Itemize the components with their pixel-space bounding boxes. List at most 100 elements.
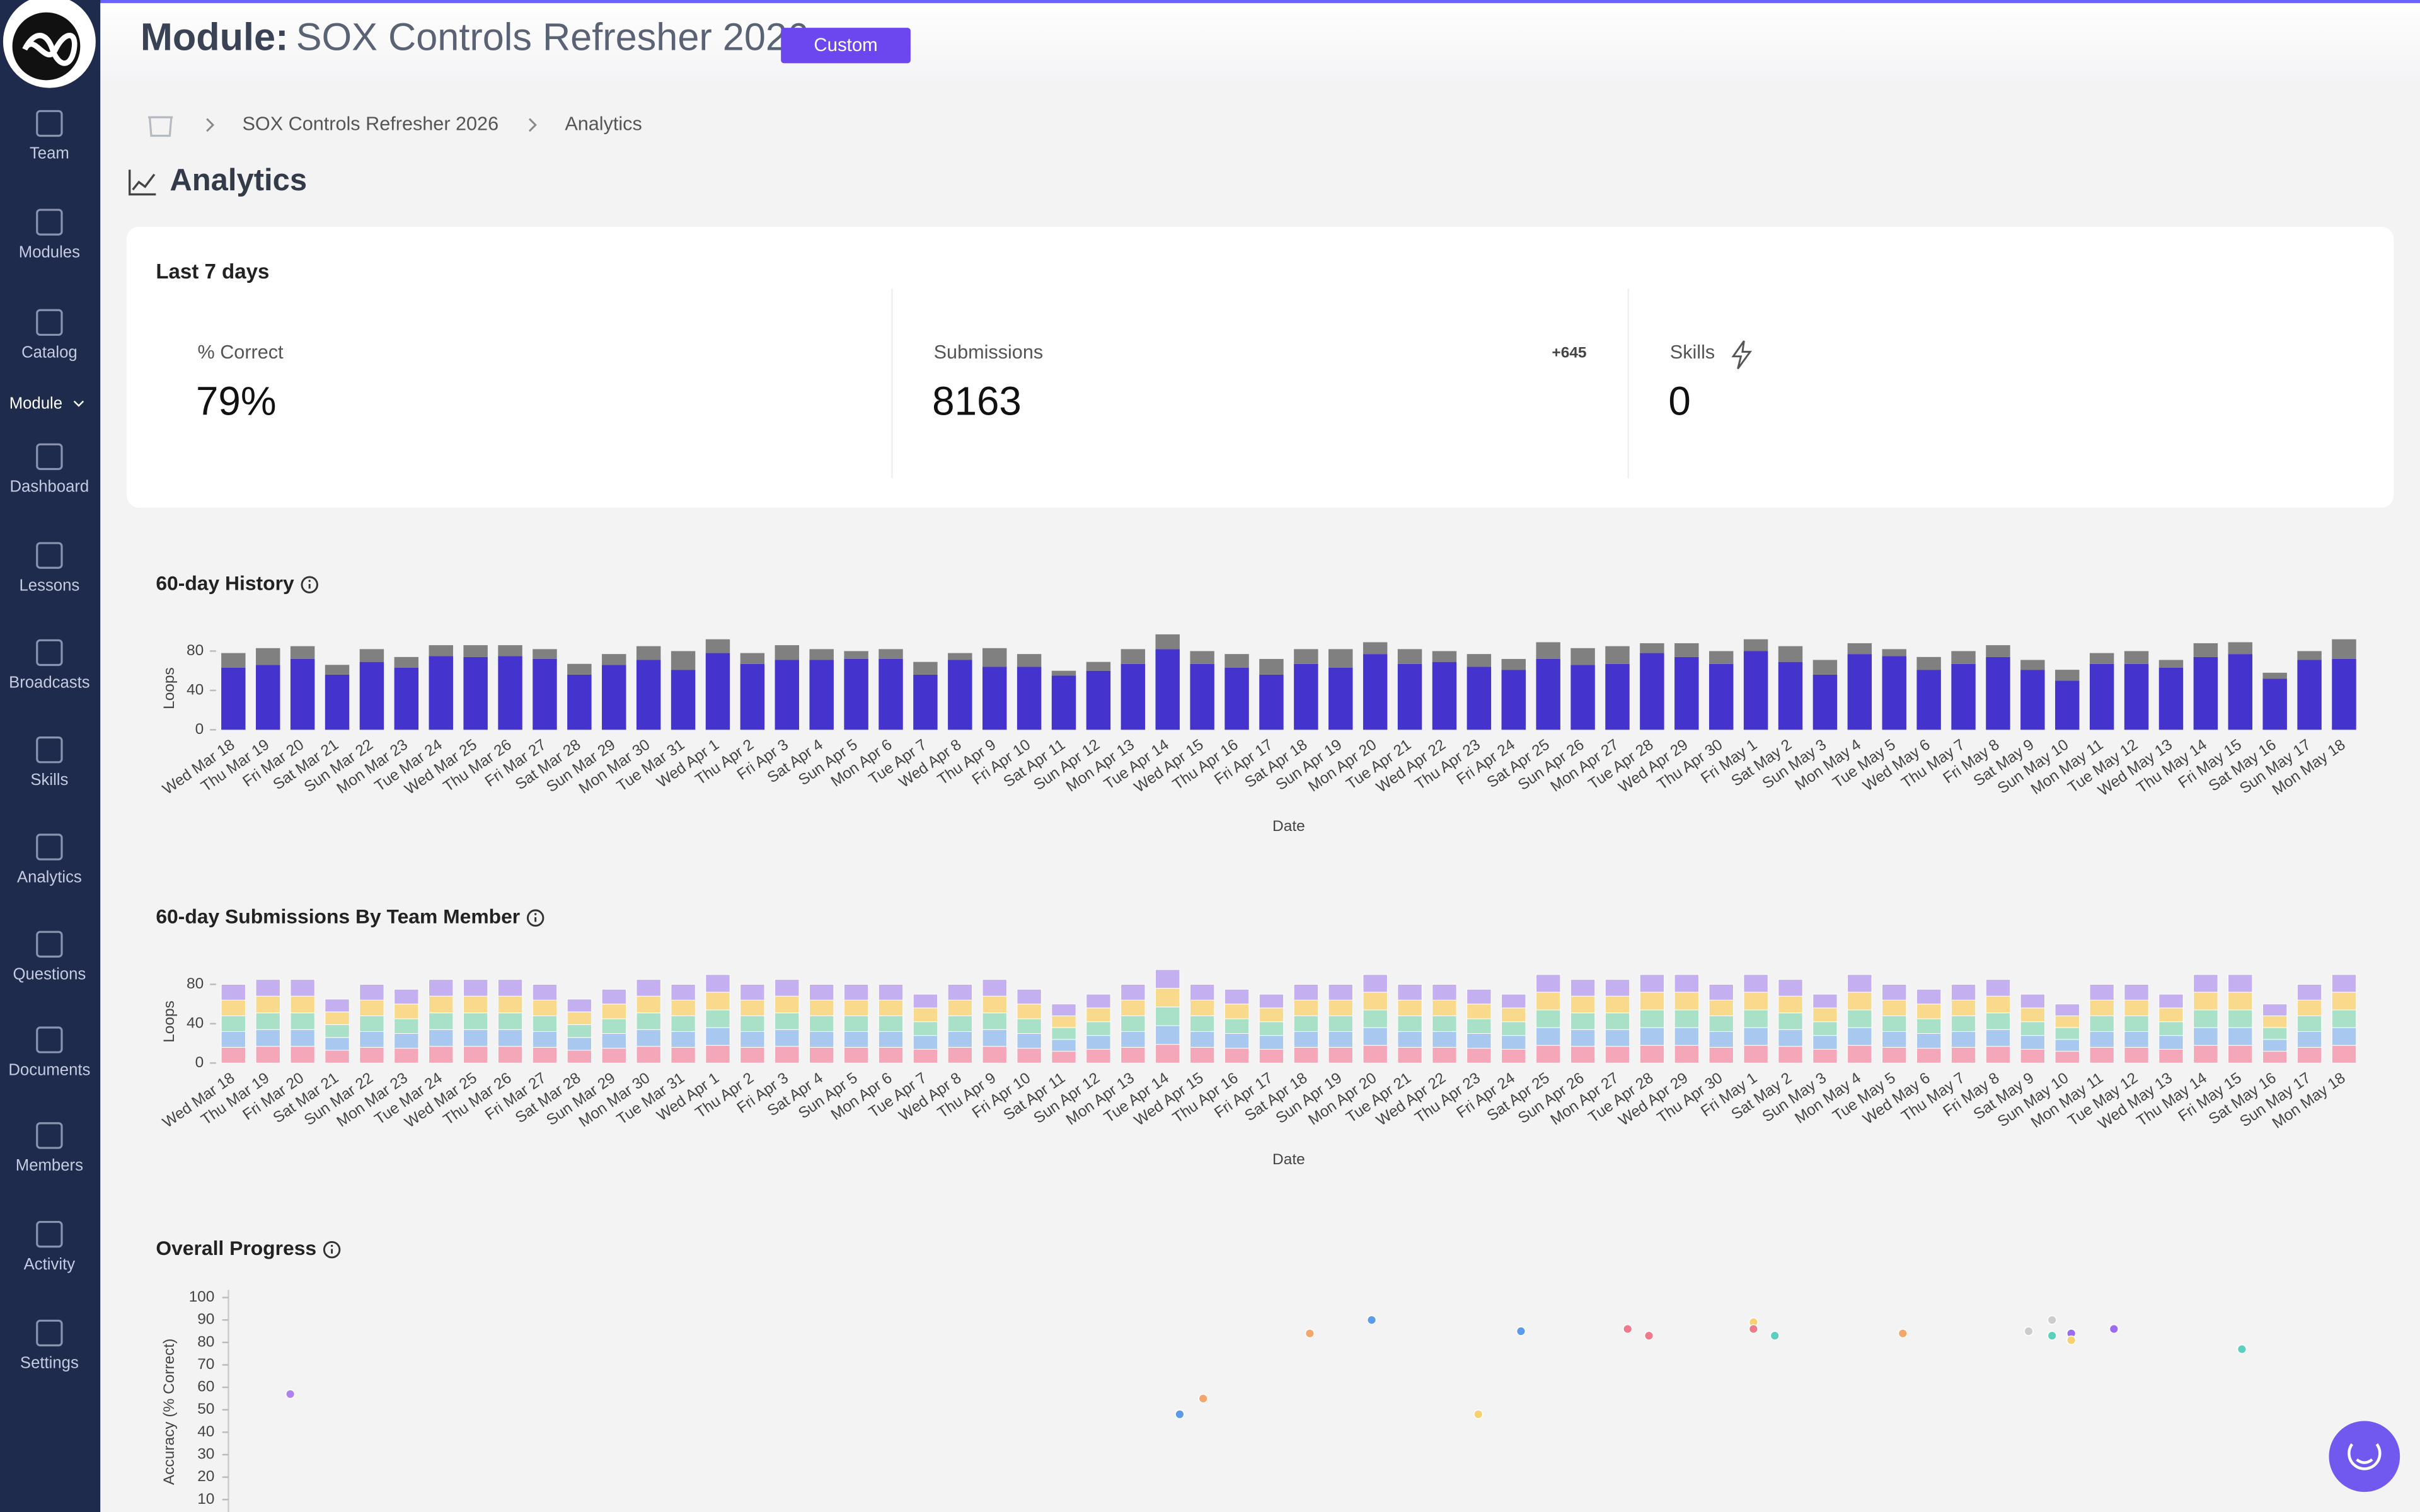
bar-segment [1293, 983, 1319, 1000]
bar-segment [1224, 1048, 1250, 1063]
scatter-point[interactable] [1175, 1409, 1185, 1419]
nav-item[interactable]: Analytics [17, 868, 82, 886]
bar-segment [1501, 994, 1526, 1009]
bar-segment [1432, 1015, 1457, 1032]
bar-segment [2297, 660, 2322, 730]
home-icon[interactable] [148, 116, 173, 137]
y-axis-label: Accuracy (% Correct) [161, 1339, 178, 1486]
nav-icon [36, 639, 63, 667]
nav-item[interactable]: Members [16, 1157, 83, 1174]
scatter-point[interactable] [1198, 1394, 1208, 1404]
bar-segment [325, 1037, 350, 1051]
bar-segment [1432, 1031, 1457, 1048]
bar-segment [1328, 1031, 1353, 1048]
bar-segment [1224, 654, 1249, 668]
custom-badge[interactable] [781, 28, 911, 64]
bar-segment [1501, 1007, 1526, 1022]
sidebar-nav: Team Modules Catalog Module Dashboard Lessons… [8, 110, 90, 1372]
bar-segment [2158, 1007, 2184, 1022]
logo-inner [12, 12, 81, 81]
bar-segment [429, 1029, 454, 1047]
bar-segment [1847, 1009, 1872, 1028]
bar-segment [429, 995, 454, 1014]
nav-item[interactable]: Questions [13, 966, 86, 983]
nav-item[interactable]: Skills [30, 771, 68, 789]
bar-segment [1708, 983, 1734, 1000]
scatter-point[interactable] [1644, 1331, 1654, 1341]
bar-segment [2296, 1046, 2322, 1063]
bar-segment [1501, 1035, 1526, 1050]
bar-segment [809, 660, 834, 730]
analytics-icon [129, 169, 156, 196]
scatter-point[interactable] [1770, 1331, 1780, 1341]
nav-item[interactable]: Modules [19, 243, 80, 261]
nav-item[interactable]: Activity [24, 1256, 76, 1273]
bar-segment [1017, 1004, 1042, 1019]
bar-segment [325, 674, 350, 730]
scatter-point[interactable] [2047, 1315, 2057, 1325]
bar-segment [1397, 1046, 1422, 1063]
logo[interactable] [3, 0, 96, 88]
bar-segment [1778, 662, 1803, 730]
breadcrumb-separator [528, 118, 537, 132]
bar-segment [497, 995, 523, 1014]
chart-title: 60-day History [156, 572, 294, 595]
scatter-point[interactable] [2109, 1324, 2119, 1334]
y-tick-label: 30 [197, 1445, 214, 1462]
bar-segment [671, 1015, 696, 1032]
scatter-point[interactable] [1473, 1409, 1484, 1419]
scatter-point[interactable] [1366, 1315, 1377, 1325]
nav-item[interactable]: Lessons [20, 576, 80, 594]
scatter-point[interactable] [1516, 1326, 1526, 1336]
bar-segment [567, 663, 592, 675]
bar-segment [809, 1046, 834, 1063]
scatter-point[interactable] [1898, 1329, 1908, 1339]
nav-section[interactable]: Module [9, 394, 62, 412]
bar-segment [359, 662, 384, 730]
bar-segment [1017, 667, 1042, 730]
nav-item[interactable]: Team [30, 145, 69, 163]
nav-item[interactable]: Catalog [21, 344, 78, 362]
info-icon[interactable] [526, 909, 544, 927]
breadcrumb-link[interactable]: SOX Controls Refresher 2026 [242, 113, 498, 134]
bar-segment [2262, 1004, 2288, 1016]
nav-item[interactable]: Documents [8, 1061, 90, 1079]
stat-value: 79% [196, 379, 276, 423]
bar-segment [1259, 1007, 1284, 1022]
bar-segment [1224, 668, 1249, 730]
scatter-point[interactable] [2066, 1335, 2077, 1345]
bar-segment [844, 658, 868, 730]
info-icon[interactable] [301, 576, 318, 593]
bar-segment [1986, 656, 2010, 730]
scatter-point[interactable] [2024, 1326, 2034, 1336]
y-tick-label: 40 [197, 1423, 214, 1440]
bar-segment [843, 983, 869, 1000]
bar-segment [602, 665, 626, 730]
info-icon[interactable] [323, 1240, 341, 1259]
scatter-point[interactable] [285, 1389, 296, 1399]
scatter-point[interactable] [1623, 1324, 1633, 1334]
bar-segment [948, 653, 972, 660]
bar-segment [497, 1012, 523, 1030]
bar-segment [463, 645, 488, 657]
bar-segment [255, 1046, 280, 1063]
bar-segment [1639, 1045, 1665, 1063]
custom-badge-label[interactable]: Custom [814, 35, 877, 55]
bar-segment [2332, 658, 2356, 730]
nav-item[interactable]: Settings [20, 1354, 79, 1372]
scatter-point[interactable] [1748, 1324, 1758, 1334]
chat-button[interactable] [2329, 1421, 2400, 1492]
bar-segment [1155, 1006, 1180, 1026]
bar-segment [601, 1004, 626, 1019]
bar-segment [1086, 670, 1111, 730]
bar-segment [1640, 653, 1664, 730]
scatter-point[interactable] [2047, 1331, 2057, 1341]
nav-item[interactable]: Broadcasts [9, 674, 90, 692]
bar-segment [2262, 1039, 2288, 1052]
nav-icon [36, 1122, 63, 1149]
nav-item[interactable]: Dashboard [9, 478, 89, 496]
bar-segment [1051, 670, 1076, 676]
bar-segment [1466, 654, 1492, 667]
scatter-point[interactable] [2237, 1344, 2247, 1354]
scatter-point[interactable] [1305, 1329, 1315, 1339]
